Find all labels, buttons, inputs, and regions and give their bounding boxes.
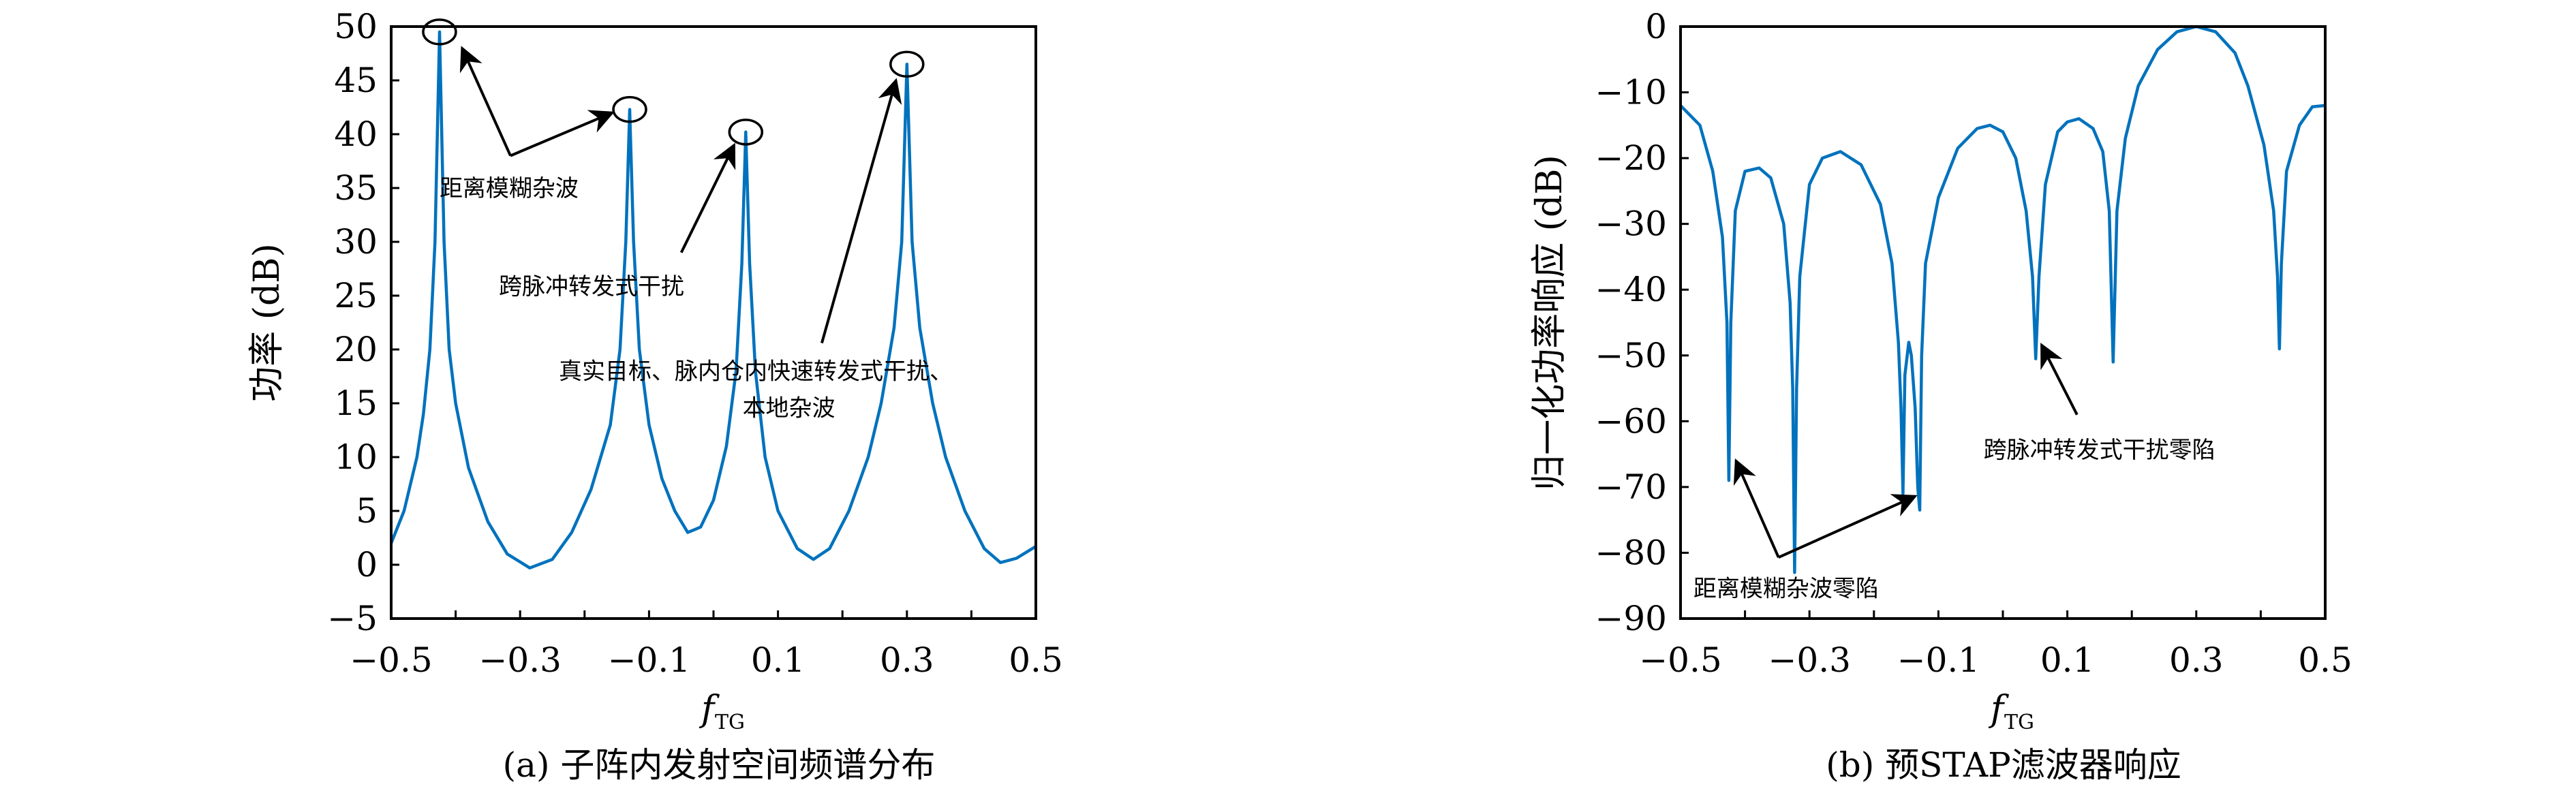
peak-circle — [612, 95, 647, 123]
y-tick-label: 5 — [356, 491, 378, 531]
annotation-label: 跨脉冲转发式干扰 — [499, 273, 684, 300]
annotation-arrow — [459, 46, 512, 157]
y-tick-label: −40 — [1595, 270, 1667, 309]
peak-circle — [889, 50, 925, 78]
y-tick-label: 35 — [334, 168, 378, 208]
y-tick-label: 0 — [356, 545, 378, 584]
caption-b: (b) 预STAP滤波器响应 — [1826, 745, 2181, 785]
annotation-arrow — [679, 142, 736, 253]
annotation-label: 距离模糊杂波 — [440, 175, 579, 202]
y-tick-label: 50 — [334, 7, 378, 46]
x-tick-label: −0.5 — [350, 640, 432, 680]
y-tick-label: −5 — [327, 599, 378, 638]
axes-box — [1679, 25, 2327, 620]
x-tick-label: −0.5 — [1639, 640, 1721, 680]
y-tick-label: −10 — [1595, 73, 1667, 112]
x-tick-label: 0.5 — [2298, 640, 2352, 680]
y-axis-label: 归一化功率响应 (dB) — [1529, 155, 1570, 490]
panel-a-spectrum: −0.5 −0.3 −0.1 0.1 0.3 0.55045403530252015105… — [247, 7, 1063, 734]
annotation-label: 距离模糊杂波零陷 — [1693, 576, 1879, 603]
annotation-arrow — [1777, 494, 1918, 559]
x-tick-label: 0.1 — [2040, 640, 2095, 680]
y-tick-label: 40 — [334, 114, 378, 154]
y-tick-label: 15 — [334, 384, 378, 423]
x-tick-label: −0.3 — [478, 640, 561, 680]
data-line — [389, 30, 1037, 570]
x-tick-label: 0.3 — [2169, 640, 2224, 680]
x-tick-label: 0.3 — [880, 640, 934, 680]
y-tick-label: −60 — [1595, 401, 1667, 441]
y-tick-label: −50 — [1595, 336, 1667, 375]
y-tick-label: −70 — [1595, 467, 1667, 507]
peak-circle — [422, 18, 457, 46]
panel-b-filter-response: −0.5 −0.3 −0.1 0.1 0.3 0.5 0 −10 −20 −30 −40 −50 −60… — [1529, 7, 2352, 734]
y-tick-label: −30 — [1595, 204, 1667, 244]
annotation-label: 真实目标、脉内仓内快速转发式干扰、 — [559, 358, 953, 386]
x-tick-label: −0.3 — [1768, 640, 1850, 680]
annotation-arrow — [510, 110, 615, 157]
y-tick-label: −20 — [1595, 138, 1667, 178]
annotation-arrow — [1733, 458, 1780, 559]
x-axis-label-subscript: TG — [2004, 711, 2034, 734]
y-tick-label: 10 — [334, 437, 378, 477]
caption-a: (a) 子阵内发射空间频谱分布 — [503, 745, 936, 785]
annotation-label: 跨脉冲转发式干扰零陷 — [1984, 437, 2215, 464]
y-tick-label: 0 — [1645, 7, 1667, 46]
y-tick-label: 45 — [334, 61, 378, 100]
x-axis-label-subscript: TG — [715, 711, 745, 734]
annotation-arrow — [821, 78, 902, 344]
y-tick-label: −90 — [1595, 599, 1667, 638]
annotation-label: 本地杂波 — [743, 394, 835, 422]
x-tick-label: 0.5 — [1009, 640, 1063, 680]
annotation-arrow — [2040, 343, 2079, 416]
x-tick-label: −0.1 — [608, 640, 690, 680]
y-tick-label: −80 — [1595, 533, 1667, 572]
y-tick-label: 25 — [334, 276, 378, 315]
x-tick-label: 0.1 — [751, 640, 806, 680]
x-tick-label: −0.1 — [1897, 640, 1980, 680]
y-tick-label: 30 — [334, 222, 378, 262]
y-axis-label: 功率 (dB) — [247, 243, 288, 402]
y-tick-label: 20 — [334, 330, 378, 369]
data-line — [1679, 25, 2326, 574]
axes-box — [390, 25, 1037, 620]
peak-circle — [728, 119, 764, 146]
